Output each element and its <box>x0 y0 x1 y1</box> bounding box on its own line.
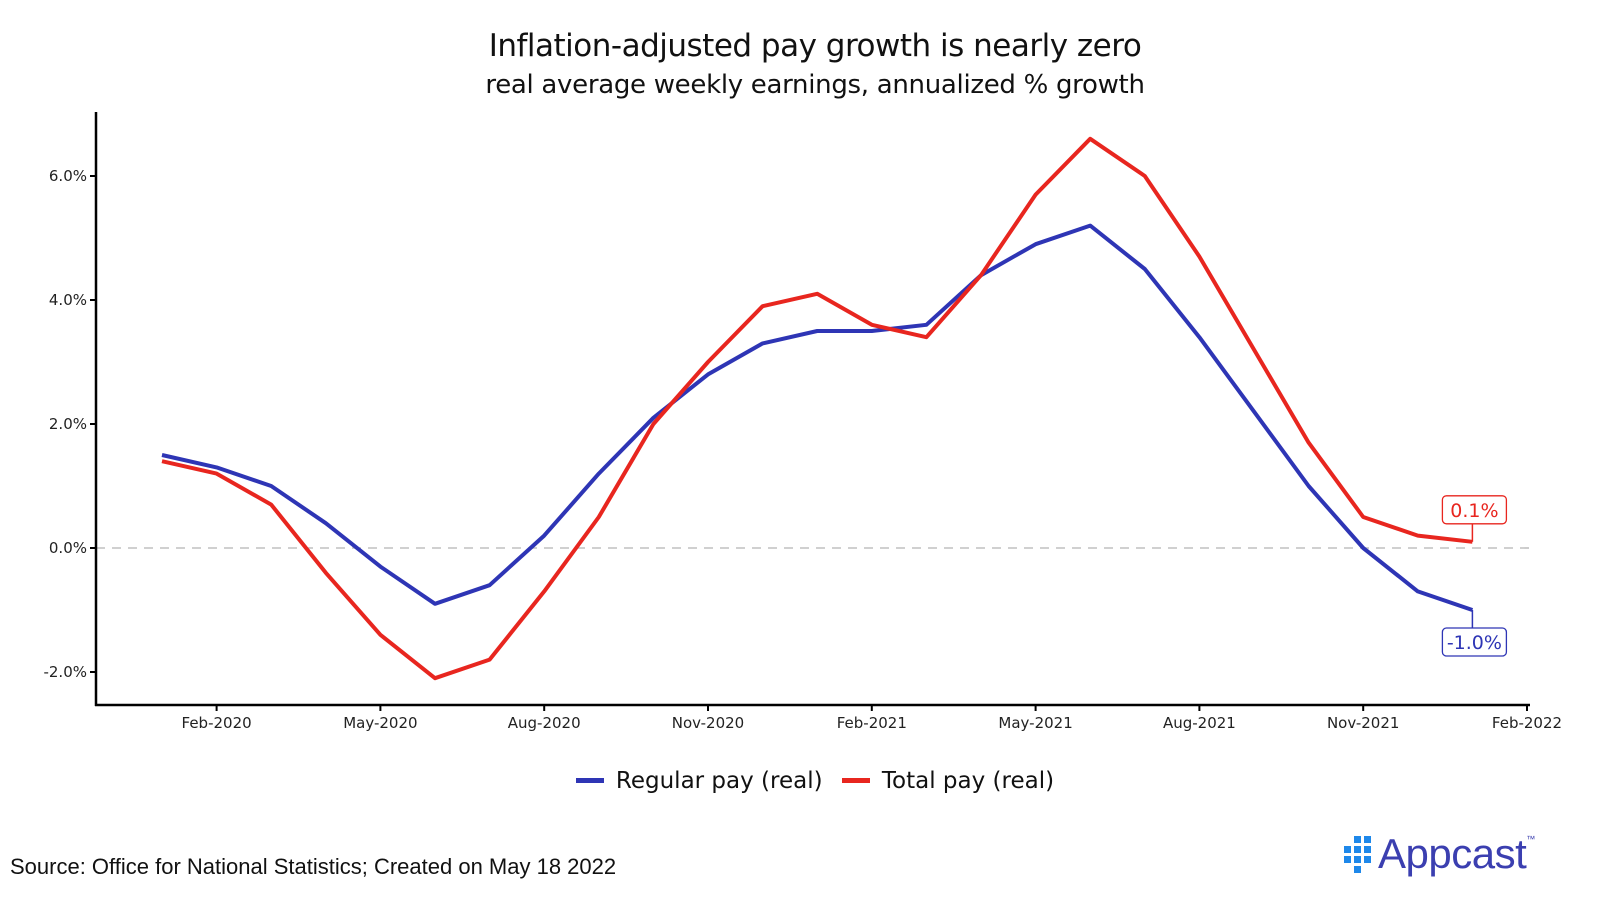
end-label-box-total-pay <box>1441 495 1508 525</box>
x-tick-label: Feb-2022 <box>1492 714 1562 732</box>
end-label-total-pay: 0.1% <box>1450 500 1498 522</box>
y-tick-label: 6.0% <box>49 167 87 185</box>
y-tick-label: 4.0% <box>49 291 87 309</box>
x-tick-label: May-2020 <box>343 714 417 732</box>
legend-swatch-total-pay <box>841 778 870 783</box>
legend-label-total-pay: Total pay (real) <box>881 767 1055 794</box>
y-tick-label: -2.0% <box>43 663 87 681</box>
series-line-regular-pay <box>161 223 1474 612</box>
x-tick-label: Feb-2020 <box>182 714 252 732</box>
x-tick-label: Aug-2021 <box>1163 714 1236 732</box>
legend-item-total-pay[interactable]: Total pay (real) <box>841 767 1055 794</box>
x-tick-label: Feb-2021 <box>837 714 907 732</box>
legend-swatch-regular-pay <box>575 778 604 783</box>
y-tick-label: 0.0% <box>49 539 87 557</box>
axis-layer: -2.0% 0.0% 2.0% 4.0% 6.0% Feb-2020 May-2020 Aug… <box>43 112 1562 732</box>
y-tick-label: 2.0% <box>49 415 87 433</box>
end-label-box-regular-pay <box>1441 627 1508 657</box>
appcast-logo: Appcast ™ <box>1344 830 1535 878</box>
logo-trademark: ™ <box>1526 834 1536 844</box>
end-label-regular-pay: -1.0% <box>1447 632 1502 654</box>
legend-item-regular-pay[interactable]: Regular pay (real) <box>575 767 823 794</box>
chart-title: Inflation-adjusted pay growth is nearly … <box>488 28 1142 64</box>
legend-label-regular-pay: Regular pay (real) <box>615 767 823 794</box>
source-note: Source: Office for National Statistics; … <box>10 854 617 879</box>
chart-subtitle: real average weekly earnings, annualized… <box>485 70 1145 100</box>
logo-dot-grid-icon <box>1344 835 1371 873</box>
logo-text: Appcast <box>1378 830 1527 877</box>
end-label-layer: -1.0% 0.1% <box>1441 495 1508 657</box>
legend: Regular pay (real) Total pay (real) <box>0 763 1600 794</box>
x-tick-label: Nov-2020 <box>672 714 744 732</box>
x-tick-label: May-2021 <box>998 714 1072 732</box>
x-tick-label: Nov-2021 <box>1327 714 1399 732</box>
x-tick-label: Aug-2020 <box>508 714 581 732</box>
series-line-total-pay <box>161 136 1473 681</box>
series-layer <box>161 136 1474 681</box>
